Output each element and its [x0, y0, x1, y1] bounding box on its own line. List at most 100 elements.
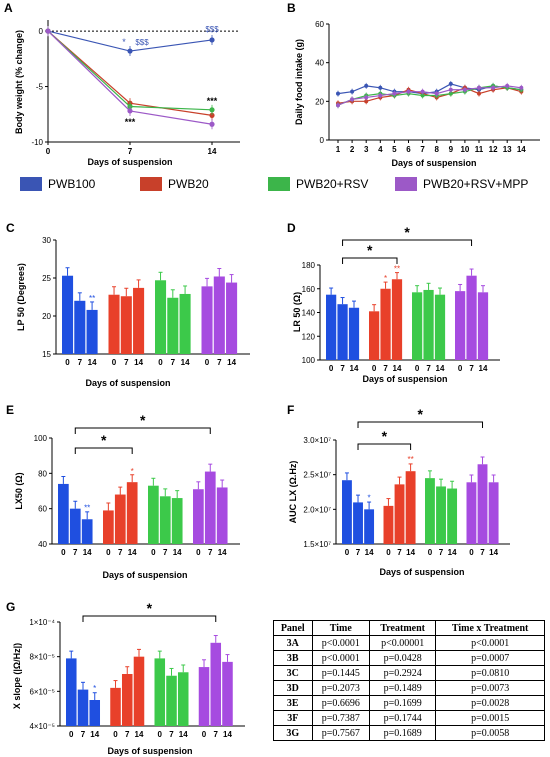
c-ylabel: LP 50 (Degrees) — [16, 263, 26, 331]
f-xtick-label: 0 — [469, 548, 474, 557]
g-bar-0-1 — [77, 689, 89, 726]
b-point — [434, 91, 439, 96]
d-ytick-label: 120 — [302, 332, 316, 341]
e-bar-2-1 — [159, 496, 171, 544]
d-bar-0-1 — [337, 304, 348, 360]
b-point — [406, 89, 411, 94]
g-xlabel: Days of suspension — [107, 746, 192, 756]
g-bar-2-0 — [154, 658, 166, 726]
legend-label-1: PWB20 — [168, 177, 209, 191]
a-annotation: * — [122, 37, 126, 47]
e-ytick-label: 80 — [38, 469, 47, 478]
f-bracket-outer-label: * — [418, 406, 424, 422]
f-bar-2-1 — [436, 486, 446, 544]
c-xtick-label: 7 — [78, 358, 83, 367]
b-ytick-label: 20 — [315, 97, 324, 106]
table-cell: p=0.0810 — [435, 665, 545, 681]
a-point — [209, 112, 215, 118]
b-point — [448, 81, 453, 86]
b-series-line-3 — [337, 85, 522, 106]
g-xtick-label: 0 — [158, 730, 163, 739]
c-bar-1-0 — [108, 294, 120, 354]
a-ytick-label: -10 — [31, 138, 43, 147]
c-xtick-label: 0 — [205, 358, 210, 367]
e-xtick-label: 14 — [173, 548, 182, 557]
b-point — [420, 89, 425, 94]
f-bar-3-1 — [477, 464, 488, 544]
table-cell: p=0.1489 — [369, 680, 437, 696]
c-bar-3-2 — [226, 282, 238, 354]
legend-swatch-3 — [395, 177, 417, 191]
d-ytick-label: 100 — [302, 356, 316, 365]
d-bar-2-2 — [434, 294, 446, 360]
f-xtick-label: 7 — [356, 548, 361, 557]
g-bar-3-2 — [222, 661, 233, 726]
e-bar-3-2 — [216, 487, 228, 544]
table-cell: p=0.7567 — [311, 725, 371, 741]
f-annotation: ** — [407, 455, 413, 464]
e-bar-3-0 — [193, 489, 204, 544]
e-xtick-label: 0 — [106, 548, 111, 557]
e-bar-0-0 — [58, 483, 69, 544]
b-xtick-label: 1 — [336, 145, 341, 154]
b-point — [462, 87, 467, 92]
f-xtick-label: 14 — [406, 548, 415, 557]
f-ytick-label: 2.5×10⁷ — [303, 471, 331, 480]
b-xtick-label: 14 — [517, 145, 526, 154]
d-bar-0-0 — [326, 294, 337, 360]
panel-letter-G: G — [6, 600, 15, 614]
legend-label-3: PWB20+RSV+MPP — [423, 177, 528, 191]
b-ytick-label: 40 — [315, 59, 324, 68]
c-ytick-label: 15 — [42, 350, 51, 359]
table-cell: 3F — [273, 710, 313, 726]
d-xtick-label: 0 — [458, 364, 463, 373]
table-cell: p=0.7387 — [311, 710, 371, 726]
c-bar-0-1 — [74, 300, 86, 354]
e-ytick-label: 40 — [38, 540, 47, 549]
f-xtick-label: 7 — [397, 548, 402, 557]
e-bracket-outer-label: * — [140, 412, 146, 428]
table-cell: p=0.1744 — [369, 710, 437, 726]
b-xtick-label: 12 — [489, 145, 498, 154]
table-header-cell: Time — [311, 620, 371, 636]
a-annotation: *** — [207, 96, 218, 106]
table-header-cell: Treatment — [369, 620, 437, 636]
a-xtick-label: 0 — [46, 147, 51, 156]
table-cell: p<0.00001 — [369, 635, 437, 651]
d-annotation: * — [384, 274, 387, 283]
legend-swatch-0 — [20, 177, 42, 191]
table-cell: p=0.0015 — [435, 710, 545, 726]
table-cell: p=0.0073 — [435, 680, 545, 696]
f-bracket-inner-label: * — [382, 428, 388, 444]
b-point — [336, 103, 340, 108]
a-ylabel: Body weight (% change) — [14, 30, 24, 134]
f-xtick-label: 14 — [489, 548, 498, 557]
e-xtick-label: 14 — [218, 548, 227, 557]
table-row: 3G p=0.7567 p=0.1689 p=0.0058 — [273, 725, 545, 741]
e-xtick-label: 14 — [83, 548, 92, 557]
e-annotation: ** — [84, 503, 90, 512]
b-point — [378, 85, 383, 90]
d-xtick-label: 7 — [340, 364, 345, 373]
g-ytick-label: 8×10⁻⁵ — [29, 653, 55, 662]
b-ylabel: Daily food intake (g) — [294, 39, 304, 125]
g-bracket-label: * — [147, 600, 153, 616]
g-bar-1-0 — [110, 687, 121, 726]
d-xtick-label: 0 — [329, 364, 334, 373]
e-xtick-label: 14 — [128, 548, 137, 557]
f-bar-1-0 — [383, 505, 394, 544]
b-xtick-label: 11 — [475, 145, 484, 154]
table-cell: p=0.1699 — [369, 695, 437, 711]
d-bar-1-1 — [380, 288, 391, 360]
f-xtick-label: 14 — [448, 548, 457, 557]
f-xlabel: Days of suspension — [379, 567, 464, 577]
table-cell: 3B — [273, 650, 313, 666]
d-xtick-label: 7 — [426, 364, 431, 373]
f-xtick-label: 7 — [439, 548, 444, 557]
a-point — [127, 108, 133, 114]
f-bar-2-2 — [447, 488, 458, 544]
c-bar-2-2 — [179, 293, 191, 354]
b-point — [519, 85, 524, 90]
e-xtick-label: 0 — [61, 548, 66, 557]
